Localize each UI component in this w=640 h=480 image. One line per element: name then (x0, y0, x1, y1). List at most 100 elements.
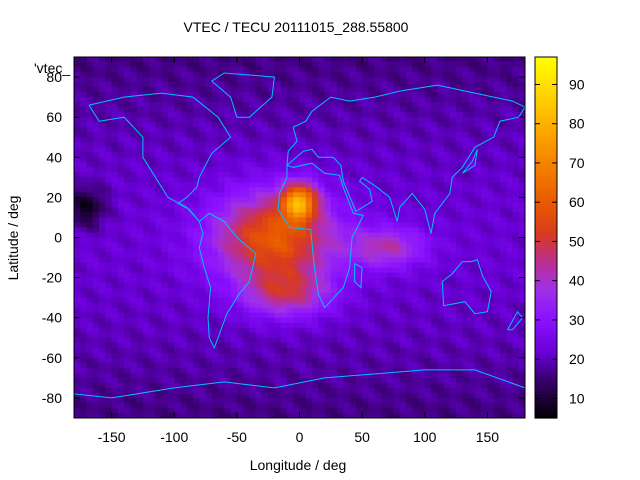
heatmap-cell (318, 382, 326, 389)
heatmap-cell (299, 302, 307, 309)
heatmap-cell (105, 162, 113, 168)
heatmap-cell (437, 257, 445, 264)
heatmap-cell (305, 87, 313, 93)
heatmap-cell (174, 397, 182, 404)
heatmap-cell (305, 92, 313, 98)
heatmap-cell (299, 352, 307, 359)
heatmap-cell (399, 147, 407, 153)
heatmap-cell (167, 367, 175, 374)
heatmap-cell (255, 232, 263, 239)
heatmap-cell (174, 107, 182, 113)
heatmap-cell (518, 127, 525, 133)
heatmap-cell (255, 212, 263, 219)
heatmap-cell (299, 117, 307, 123)
heatmap-cell (274, 187, 282, 193)
heatmap-cell (74, 382, 81, 389)
heatmap-cell (86, 262, 94, 269)
heatmap-cell (324, 372, 332, 379)
heatmap-cell (180, 147, 188, 153)
heatmap-cell (255, 357, 263, 364)
heatmap-cell (230, 362, 238, 369)
heatmap-cell (443, 117, 451, 123)
heatmap-cell (117, 92, 125, 98)
heatmap-cell (268, 257, 276, 264)
heatmap-cell (493, 82, 501, 88)
heatmap-cell (424, 167, 432, 173)
heatmap-cell (149, 142, 157, 148)
heatmap-cell (330, 362, 338, 369)
heatmap-cell (512, 317, 520, 324)
heatmap-cell (349, 82, 357, 88)
heatmap-cell (161, 147, 169, 153)
heatmap-cell (230, 187, 238, 193)
heatmap-cell (174, 147, 182, 153)
heatmap-cell (99, 337, 106, 344)
heatmap-cell (499, 127, 507, 133)
heatmap-cell (468, 342, 476, 349)
heatmap-cell (299, 327, 307, 334)
heatmap-cell (155, 92, 163, 98)
heatmap-cell (136, 322, 144, 329)
heatmap-cell (343, 212, 351, 219)
heatmap-cell (449, 267, 457, 274)
heatmap-cell (456, 237, 463, 244)
heatmap-cell (437, 272, 445, 279)
heatmap-cell (424, 232, 432, 239)
heatmap-cell (117, 152, 125, 158)
heatmap-cell (155, 217, 163, 224)
heatmap-cell (130, 242, 138, 249)
heatmap-cell (362, 82, 369, 88)
heatmap-cell (80, 232, 88, 239)
heatmap-cell (405, 272, 413, 279)
heatmap-cell (518, 172, 525, 178)
heatmap-cell (224, 117, 232, 123)
heatmap-cell (481, 237, 489, 244)
heatmap-cell (86, 247, 94, 254)
heatmap-cell (199, 152, 207, 158)
heatmap-cell (481, 202, 489, 209)
heatmap-cell (512, 387, 520, 394)
heatmap-cell (487, 252, 495, 259)
heatmap-cell (124, 312, 131, 319)
heatmap-cell (86, 362, 94, 369)
heatmap-cell (362, 247, 369, 254)
heatmap-cell (286, 312, 294, 319)
heatmap-cell (243, 182, 250, 188)
heatmap-cell (431, 62, 438, 68)
heatmap-cell (280, 397, 288, 404)
heatmap-cell (74, 252, 81, 259)
heatmap-cell (280, 152, 288, 158)
heatmap-cell (512, 222, 520, 229)
heatmap-cell (243, 207, 250, 214)
heatmap-cell (424, 332, 432, 339)
heatmap-cell (405, 307, 413, 314)
heatmap-cell (506, 62, 514, 68)
heatmap-cell (105, 107, 113, 113)
heatmap-cell (230, 77, 238, 83)
heatmap-cell (255, 322, 263, 329)
heatmap-cell (249, 402, 257, 409)
heatmap-cell (368, 272, 376, 279)
heatmap-cell (180, 202, 188, 209)
heatmap-cell (92, 207, 100, 214)
heatmap-cell (431, 297, 438, 304)
heatmap-cell (124, 307, 131, 314)
heatmap-cell (474, 272, 482, 279)
heatmap-cell (180, 252, 188, 259)
heatmap-cell (481, 287, 489, 294)
heatmap-cell (349, 297, 357, 304)
heatmap-cell (368, 287, 376, 294)
heatmap-cell (80, 172, 88, 178)
heatmap-cell (92, 177, 100, 183)
heatmap-cell (205, 72, 213, 78)
heatmap-cell (355, 87, 363, 93)
heatmap-cell (268, 97, 276, 103)
heatmap-cell (337, 112, 344, 118)
heatmap-cell (443, 307, 451, 314)
heatmap-cell (161, 367, 169, 374)
heatmap-cell (343, 197, 351, 203)
heatmap-cell (412, 82, 420, 88)
heatmap-cell (499, 87, 507, 93)
heatmap-cell (268, 202, 276, 209)
heatmap-cell (355, 372, 363, 379)
